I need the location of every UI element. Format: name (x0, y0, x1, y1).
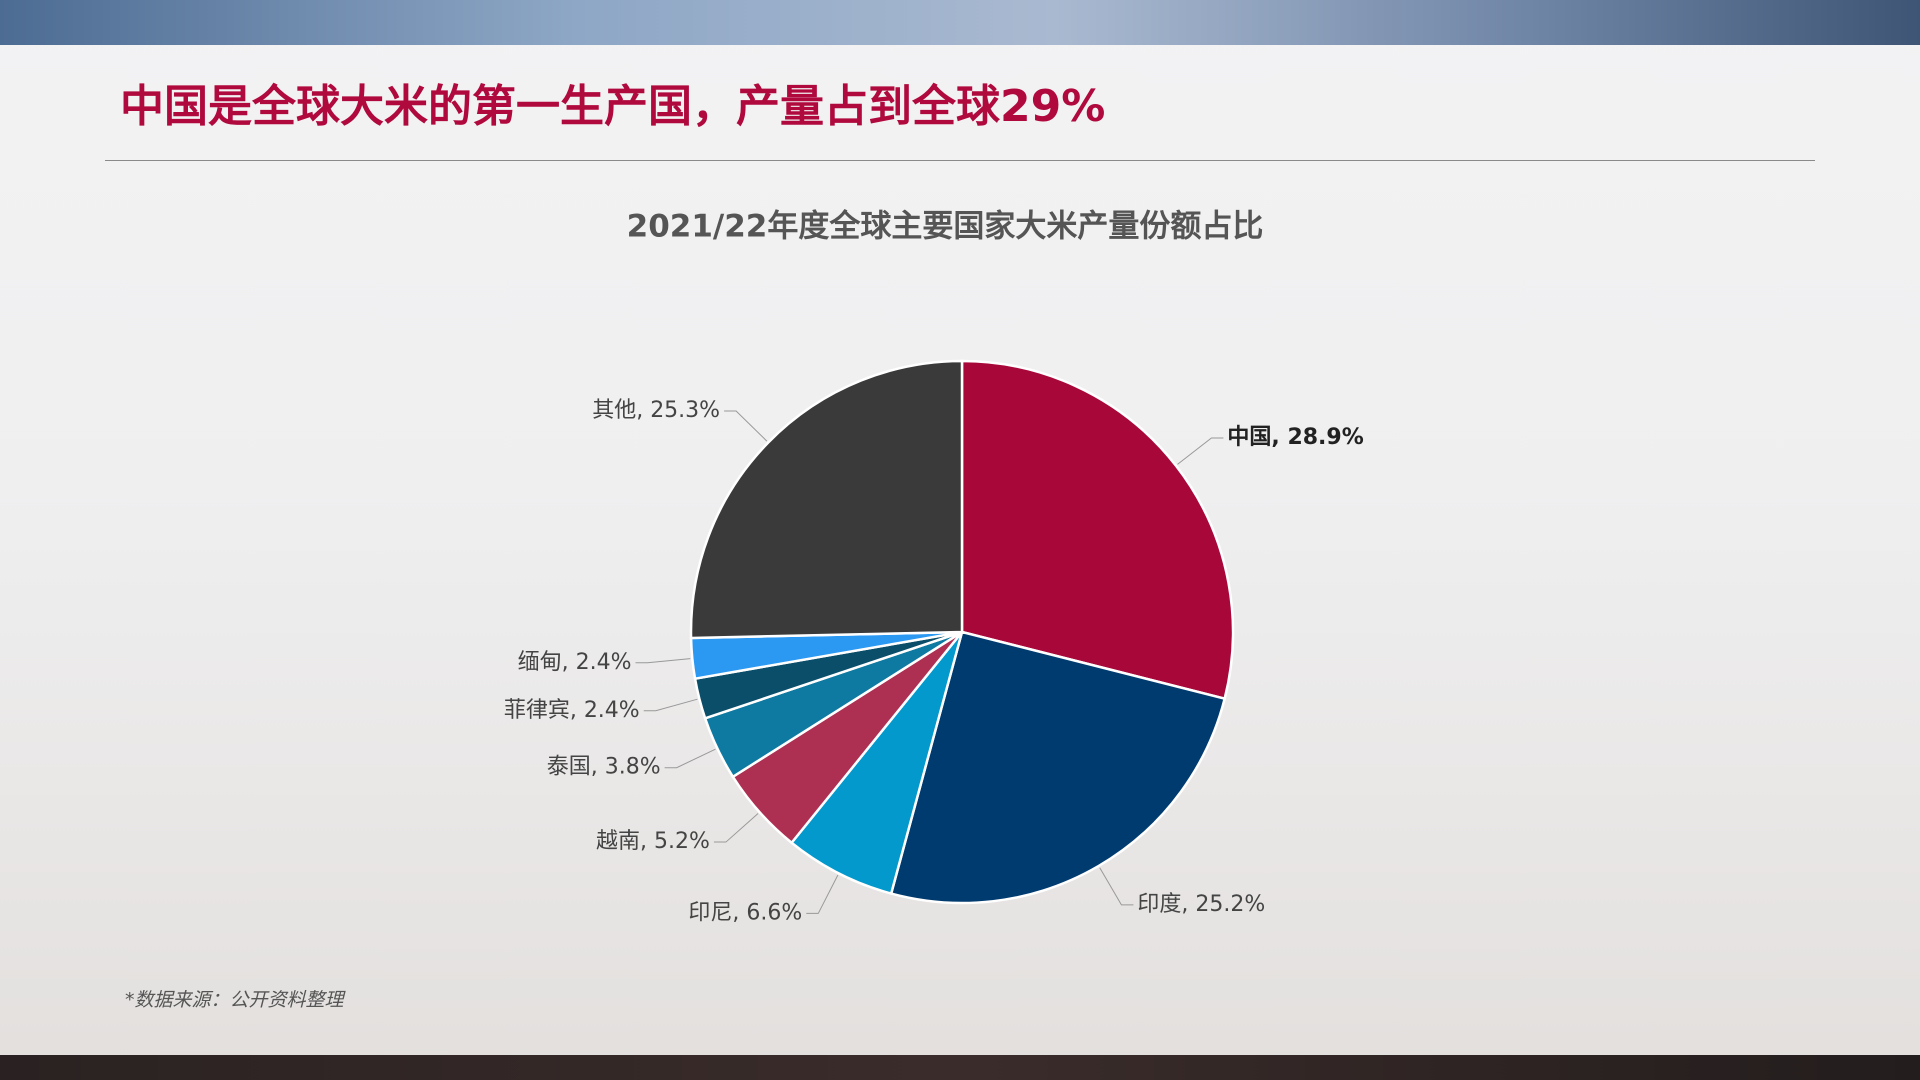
header-band (0, 0, 1920, 45)
data-label: 越南, 5.2% (596, 829, 710, 854)
leader-line (643, 698, 698, 712)
leader-line (635, 658, 691, 664)
pie-slice (889, 630, 1227, 905)
leader-line (664, 748, 716, 769)
data-label: 泰国, 3.8% (547, 755, 661, 780)
pie-slice (960, 359, 1235, 701)
data-label: 其他, 25.3% (592, 398, 720, 423)
footer-band (0, 1055, 1920, 1080)
footnote: *数据来源：公开资料整理 (125, 989, 344, 1011)
leader-line (806, 874, 839, 914)
divider (105, 160, 1815, 161)
leader-line (1099, 867, 1134, 906)
pie-slice (789, 631, 964, 896)
data-label: 印尼, 6.6% (688, 900, 802, 925)
data-label: 印度, 25.2% (1137, 892, 1265, 917)
slide-title: 中国是全球大米的第一生产国，产量占到全球29% (120, 81, 1106, 132)
pie-slice (689, 359, 964, 640)
leader-line (724, 410, 768, 442)
data-label: 菲律宾, 2.4% (504, 698, 640, 723)
data-label: 中国, 28.9% (1227, 425, 1363, 450)
data-label: 缅甸, 2.4% (518, 650, 632, 675)
leader-line (1177, 437, 1224, 465)
leader-line (713, 813, 759, 843)
chart-title: 2021/22年度全球主要国家大米产量份额占比 (627, 209, 1264, 245)
